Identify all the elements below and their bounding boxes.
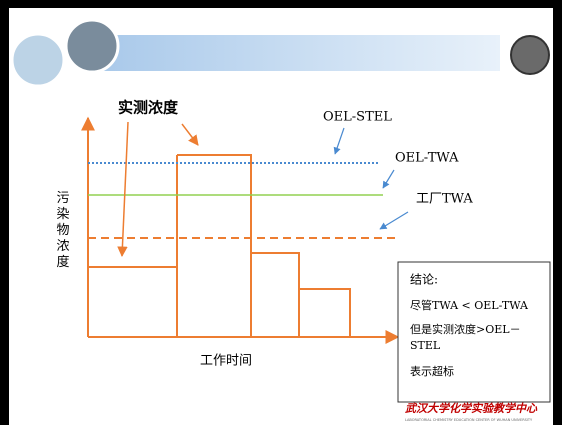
axis-label: 工作时间 [200,354,252,369]
conclusion-line: 表示超标 [410,364,454,378]
label: 实测浓度 [118,99,179,117]
footer-subtitle: LABORATORIAL CHEMISTRY EDUCATION CENTER … [405,418,533,422]
conclusion-box [397,261,551,403]
logo [510,35,550,75]
conclusion-title: 结论: [410,273,438,287]
label: 工厂TWA [416,192,473,207]
photo [64,18,120,74]
frame [0,0,562,8]
arrow [333,127,345,155]
footer-name: 武汉大学化学实验教学中心 [405,402,538,415]
label: OEL-STEL [323,110,392,125]
conclusion-line: 尽管TWA < OEL-TWA [410,298,529,312]
arrow [181,123,199,146]
diagram [81,116,409,344]
conclusion-line: 但是实测浓度>OEL－ [410,322,521,336]
frame [0,0,9,425]
axis-label: 污染物浓度 [56,191,69,270]
arrow [382,169,395,189]
steps [88,154,351,337]
arrow [117,121,129,258]
photo [10,32,66,88]
arrow [379,211,409,230]
label: OEL-TWA [395,151,459,166]
frame [553,0,562,425]
header-band [100,35,500,71]
conclusion-line: STEL [410,339,441,352]
